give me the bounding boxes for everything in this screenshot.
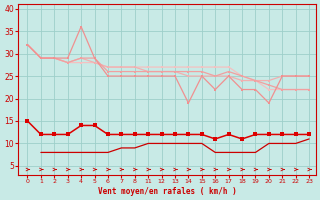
X-axis label: Vent moyen/en rafales ( km/h ): Vent moyen/en rafales ( km/h ) xyxy=(98,187,236,196)
